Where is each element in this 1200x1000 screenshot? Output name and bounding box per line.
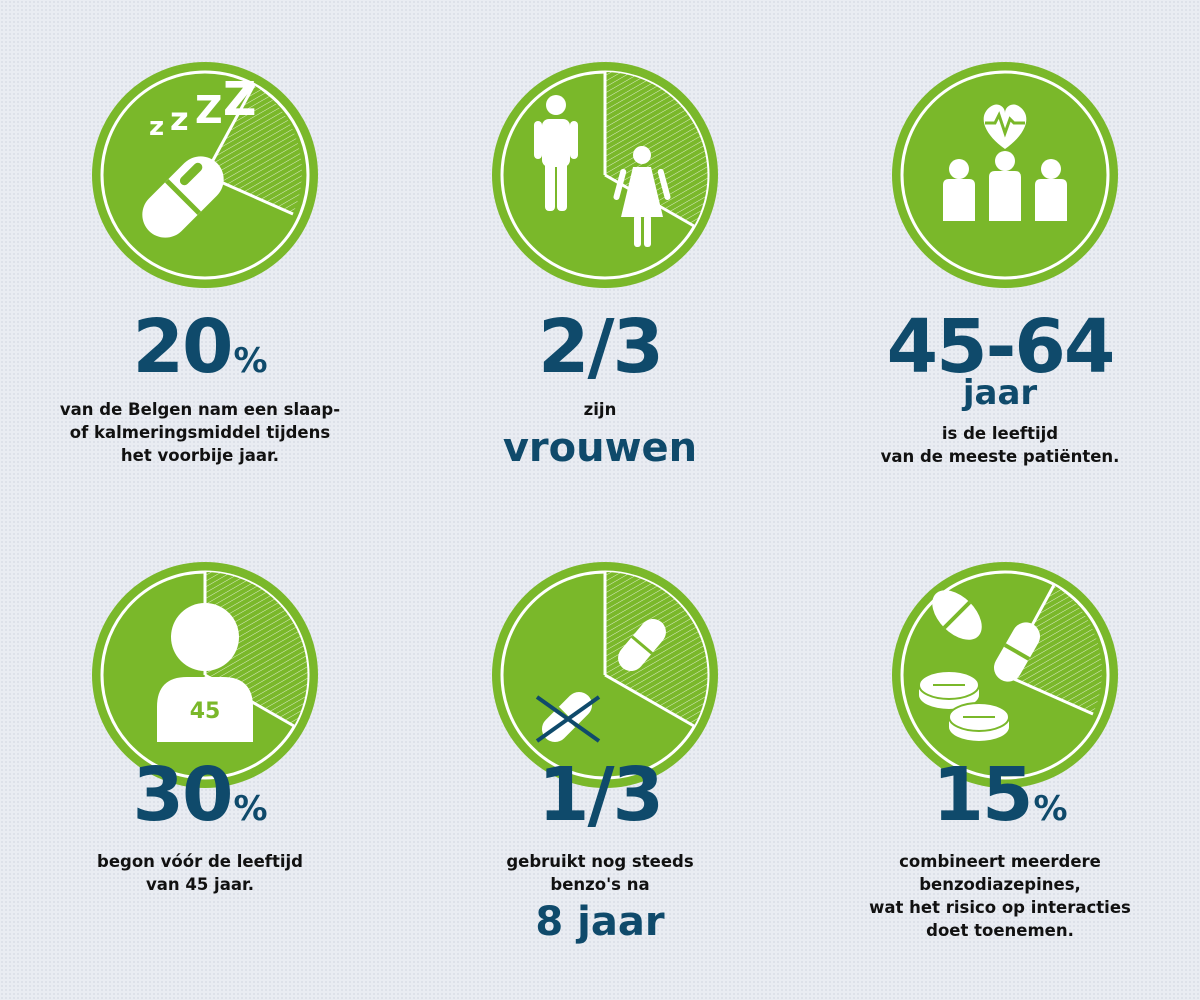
stat-card-combination: 15% combineert meerdere benzodiazepines,… xyxy=(800,500,1200,1000)
stat-value: 2/3 xyxy=(537,304,664,390)
svg-text:z: z xyxy=(170,100,189,138)
sleeping-pill-icon: z z Z Z xyxy=(92,62,318,288)
stat-card-gender: 2/3 zijn vrouwen xyxy=(400,0,800,500)
stat-unit-word: jaar xyxy=(962,373,1038,413)
heart-people-icon xyxy=(892,62,1118,288)
svg-text:z: z xyxy=(149,112,164,142)
stat-card-started-before-45: 45 30% begon vóór de leeftijd van 45 jaa… xyxy=(0,500,400,1000)
stat-description: combineert meerdere benzodiazepines, wat… xyxy=(869,852,1131,940)
stat-description: van de Belgen nam een slaap- of kalmerin… xyxy=(59,400,341,465)
stat-value: 1/3 xyxy=(537,752,664,838)
stat-description: gebruikt nog steeds benzo's na xyxy=(506,852,694,894)
stat-highlight: 8 jaar xyxy=(535,899,665,945)
stat-pre-text: zijn xyxy=(583,400,617,419)
stat-card-sleep: z z Z Z 20% van de Belgen nam een slaap-… xyxy=(0,0,400,500)
crossed-pills-icon xyxy=(492,562,718,788)
stat-card-long-term-use: 1/3 gebruikt nog steeds benzo's na 8 jaa… xyxy=(400,500,800,1000)
man-woman-icon xyxy=(492,62,718,288)
stat-value: 20% xyxy=(132,304,268,390)
person-age-label: 45 xyxy=(190,699,221,724)
stat-card-age-range: 45-64 jaar is de leeftijd van de meeste … xyxy=(800,0,1200,500)
svg-text:Z: Z xyxy=(195,88,223,132)
person-45-icon: 45 xyxy=(92,562,318,788)
multiple-pills-icon xyxy=(892,562,1118,788)
stat-value: 45-64 xyxy=(886,304,1116,390)
stat-value: 30% xyxy=(132,752,268,838)
stat-value: 15% xyxy=(932,752,1068,838)
stat-highlight: vrouwen xyxy=(502,425,698,471)
stat-description: is de leeftijd van de meeste patiënten. xyxy=(880,424,1120,466)
svg-text:Z: Z xyxy=(223,72,256,126)
stat-description: begon vóór de leeftijd van 45 jaar. xyxy=(97,852,303,894)
